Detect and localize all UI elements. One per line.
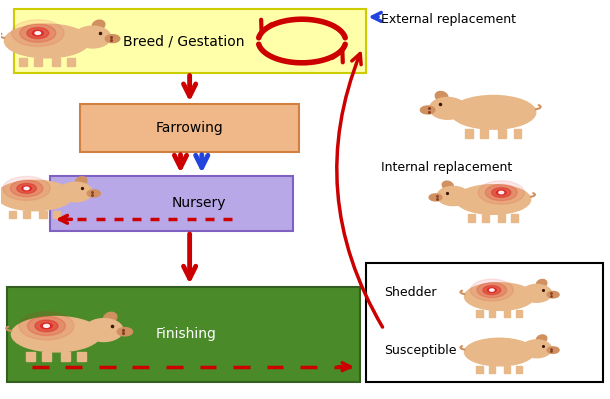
Ellipse shape — [522, 340, 551, 358]
Ellipse shape — [43, 324, 49, 327]
Ellipse shape — [35, 32, 40, 34]
Ellipse shape — [22, 186, 32, 191]
Ellipse shape — [85, 319, 123, 342]
Bar — [52, 57, 60, 66]
Ellipse shape — [0, 180, 73, 211]
Ellipse shape — [87, 190, 101, 197]
Bar — [476, 310, 483, 317]
Text: Nursery: Nursery — [171, 196, 226, 210]
Ellipse shape — [24, 187, 29, 190]
Bar — [42, 352, 51, 361]
Text: External replacement: External replacement — [381, 13, 516, 26]
Bar — [23, 211, 30, 218]
Bar — [465, 129, 473, 138]
Ellipse shape — [12, 316, 101, 352]
Bar — [77, 352, 85, 361]
Ellipse shape — [536, 335, 547, 343]
Ellipse shape — [429, 97, 466, 119]
Bar — [489, 310, 495, 317]
Ellipse shape — [35, 320, 58, 332]
Ellipse shape — [76, 177, 87, 186]
Ellipse shape — [547, 291, 559, 298]
Bar — [482, 214, 489, 222]
Bar — [498, 129, 506, 138]
Bar — [19, 57, 27, 66]
Text: Internal replacement: Internal replacement — [381, 161, 512, 174]
Ellipse shape — [499, 191, 504, 194]
Ellipse shape — [483, 286, 501, 294]
FancyBboxPatch shape — [7, 286, 360, 382]
Ellipse shape — [32, 30, 43, 36]
Ellipse shape — [104, 312, 117, 323]
Ellipse shape — [437, 186, 469, 205]
FancyBboxPatch shape — [366, 263, 603, 382]
Ellipse shape — [487, 288, 497, 292]
Ellipse shape — [522, 284, 551, 302]
Bar — [516, 310, 522, 317]
Text: Shedder: Shedder — [384, 286, 436, 299]
Ellipse shape — [486, 184, 517, 201]
Ellipse shape — [27, 316, 65, 336]
Ellipse shape — [420, 106, 435, 114]
Ellipse shape — [3, 176, 50, 200]
Bar — [476, 366, 483, 373]
FancyBboxPatch shape — [13, 9, 366, 73]
Ellipse shape — [27, 28, 49, 39]
Ellipse shape — [436, 91, 448, 101]
Bar — [53, 211, 60, 218]
Ellipse shape — [536, 279, 547, 288]
Bar — [34, 57, 41, 66]
Ellipse shape — [41, 323, 52, 329]
Ellipse shape — [442, 181, 453, 190]
Ellipse shape — [478, 181, 525, 204]
Text: Susceptible: Susceptible — [384, 344, 456, 357]
Text: Finishing: Finishing — [156, 327, 217, 341]
Bar — [468, 214, 475, 222]
Ellipse shape — [92, 20, 105, 30]
Bar — [503, 310, 510, 317]
Ellipse shape — [16, 184, 37, 194]
Bar — [514, 129, 522, 138]
FancyBboxPatch shape — [50, 176, 293, 231]
Ellipse shape — [464, 283, 534, 310]
Bar — [480, 129, 488, 138]
Ellipse shape — [10, 180, 43, 197]
Bar — [9, 211, 16, 218]
Ellipse shape — [547, 347, 559, 354]
Ellipse shape — [105, 35, 120, 43]
FancyArrowPatch shape — [337, 53, 382, 327]
Bar — [503, 366, 510, 373]
Ellipse shape — [4, 24, 90, 58]
Bar — [511, 214, 518, 222]
Bar — [498, 214, 504, 222]
Ellipse shape — [477, 282, 507, 298]
Ellipse shape — [59, 182, 92, 202]
Bar — [62, 352, 70, 361]
Bar — [489, 366, 495, 373]
FancyBboxPatch shape — [81, 105, 299, 152]
Ellipse shape — [117, 328, 132, 336]
Bar — [26, 352, 35, 361]
Ellipse shape — [451, 95, 536, 129]
Ellipse shape — [19, 312, 74, 340]
Ellipse shape — [20, 24, 56, 42]
Bar — [40, 211, 46, 218]
Ellipse shape — [497, 190, 506, 195]
Text: Breed / Gestation: Breed / Gestation — [123, 34, 245, 48]
Bar — [67, 57, 75, 66]
Text: Farrowing: Farrowing — [156, 121, 223, 135]
Ellipse shape — [464, 338, 534, 366]
Ellipse shape — [492, 188, 511, 198]
Ellipse shape — [12, 20, 64, 46]
Ellipse shape — [490, 289, 494, 291]
Bar — [516, 366, 522, 373]
Ellipse shape — [456, 185, 531, 214]
Ellipse shape — [74, 26, 110, 48]
Ellipse shape — [429, 194, 442, 201]
Ellipse shape — [470, 279, 514, 301]
